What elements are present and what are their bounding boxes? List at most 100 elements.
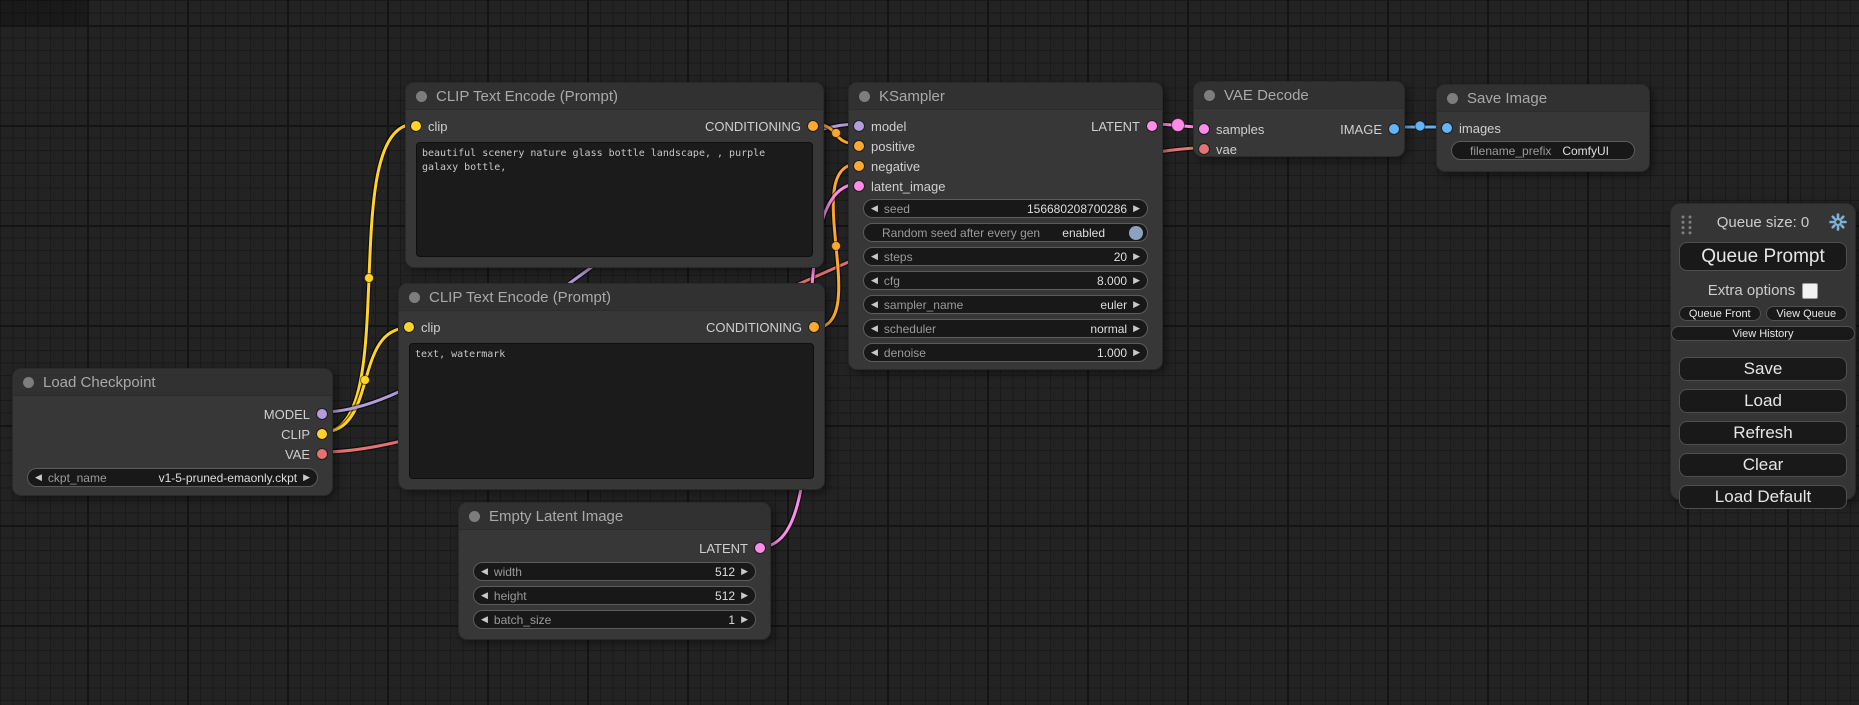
input-slot-dot[interactable] <box>854 141 864 151</box>
decrement-arrow-icon[interactable]: ◀ <box>871 275 878 285</box>
widget-seed[interactable]: ◀ seed 156680208700286 ▶ <box>863 199 1148 218</box>
node-title-bar[interactable]: VAE Decode <box>1194 82 1404 109</box>
load-default-button[interactable]: Load Default <box>1679 485 1847 509</box>
widget-ckpt_name[interactable]: ◀ ckpt_name v1-5-pruned-emaonly.ckpt ▶ <box>27 468 318 487</box>
input-slot-dot[interactable] <box>854 181 864 191</box>
decrement-arrow-icon[interactable]: ◀ <box>481 590 488 600</box>
queue-front-button[interactable]: Queue Front <box>1679 306 1761 321</box>
gear-icon[interactable] <box>1829 213 1847 231</box>
save-button[interactable]: Save <box>1679 357 1847 381</box>
link-center-dot-clip-to-negative-prompt[interactable] <box>360 375 370 385</box>
node-clip-text-encode-negative[interactable]: CLIP Text Encode (Prompt) clip CONDITIONI… <box>398 283 825 490</box>
decrement-arrow-icon[interactable]: ◀ <box>871 203 878 213</box>
negative-prompt-textarea[interactable]: text, watermark <box>409 343 814 479</box>
increment-arrow-icon[interactable]: ▶ <box>741 566 748 576</box>
input-slot-label: negative <box>871 158 921 174</box>
decrement-arrow-icon[interactable]: ◀ <box>481 614 488 624</box>
slot-row: clip CONDITIONING <box>406 116 823 136</box>
increment-arrow-icon[interactable]: ▶ <box>1133 275 1140 285</box>
widget-value: 20 <box>1113 249 1128 264</box>
slot-row: images <box>1437 118 1649 138</box>
collapse-dot-icon[interactable] <box>469 510 480 522</box>
node-vae-decode[interactable]: VAE Decode samples IMAGE vae <box>1193 81 1405 157</box>
output-slot-dot[interactable] <box>809 322 819 332</box>
node-title-bar[interactable]: KSampler <box>849 83 1162 110</box>
decrement-arrow-icon[interactable]: ◀ <box>871 251 878 261</box>
positive-prompt-textarea[interactable]: beautiful scenery nature glass bottle la… <box>416 142 813 257</box>
node-title-bar[interactable]: Empty Latent Image <box>459 503 770 530</box>
widget-denoise[interactable]: ◀ denoise 1.000 ▶ <box>863 343 1148 362</box>
widget-batch_size[interactable]: ◀ batch_size 1 ▶ <box>473 610 756 629</box>
input-slot-dot[interactable] <box>1199 144 1209 154</box>
widget-sampler_name[interactable]: ◀ sampler_name euler ▶ <box>863 295 1148 314</box>
collapse-dot-icon[interactable] <box>1204 89 1215 101</box>
widget-label: batch_size <box>493 612 552 627</box>
input-slot-dot[interactable] <box>411 121 421 131</box>
node-empty-latent-image[interactable]: Empty Latent Image LATENT ◀ width 512 ▶ ◀ hei… <box>458 502 771 640</box>
toggle-icon[interactable] <box>1129 225 1143 240</box>
output-slot-dot[interactable] <box>808 121 818 131</box>
drag-handle[interactable] <box>1680 214 1694 236</box>
node-title: Empty Latent Image <box>489 507 624 525</box>
collapse-dot-icon[interactable] <box>23 376 34 388</box>
node-title-bar[interactable]: Load Checkpoint <box>13 369 332 396</box>
collapse-dot-icon[interactable] <box>1447 92 1458 104</box>
increment-arrow-icon[interactable]: ▶ <box>1133 347 1140 357</box>
output-slot-dot[interactable] <box>755 543 765 553</box>
node-save-image[interactable]: Save Image images filename_prefix ComfyUI <box>1436 84 1650 172</box>
increment-arrow-icon[interactable]: ▶ <box>1133 299 1140 309</box>
decrement-arrow-icon[interactable]: ◀ <box>871 299 878 309</box>
node-title-bar[interactable]: CLIP Text Encode (Prompt) <box>406 83 823 110</box>
decrement-arrow-icon[interactable]: ◀ <box>35 472 42 482</box>
node-ksampler[interactable]: KSampler model LATENT positive negative late… <box>848 82 1163 370</box>
node-title-bar[interactable]: CLIP Text Encode (Prompt) <box>399 284 824 311</box>
slot-row: model LATENT <box>849 116 1162 136</box>
widget-value: v1-5-pruned-emaonly.ckpt <box>158 470 298 485</box>
link-center-dot-clip-to-positive-prompt[interactable] <box>364 273 374 283</box>
increment-arrow-icon[interactable]: ▶ <box>1133 251 1140 261</box>
widget-value: 1.000 <box>1097 345 1128 360</box>
widget-height[interactable]: ◀ height 512 ▶ <box>473 586 756 605</box>
collapse-dot-icon[interactable] <box>416 90 427 102</box>
refresh-button[interactable]: Refresh <box>1679 421 1847 445</box>
extra-options-checkbox[interactable] <box>1802 282 1819 299</box>
increment-arrow-icon[interactable]: ▶ <box>303 472 310 482</box>
link-center-dot-image-to-save[interactable] <box>1414 120 1426 132</box>
output-slot-dot[interactable] <box>1389 124 1399 134</box>
link-center-dot-latent-to-vae-decode[interactable] <box>1171 118 1185 132</box>
output-slot-dot[interactable] <box>317 449 327 459</box>
increment-arrow-icon[interactable]: ▶ <box>1133 203 1140 213</box>
increment-arrow-icon[interactable]: ▶ <box>1133 323 1140 333</box>
output-slot-dot[interactable] <box>317 429 327 439</box>
increment-arrow-icon[interactable]: ▶ <box>741 590 748 600</box>
increment-arrow-icon[interactable]: ▶ <box>741 614 748 624</box>
node-load-checkpoint[interactable]: Load Checkpoint MODEL CLIP VAE ◀ ckpt_name v… <box>12 368 333 496</box>
widget-cfg[interactable]: ◀ cfg 8.000 ▶ <box>863 271 1148 290</box>
widget-scheduler[interactable]: ◀ scheduler normal ▶ <box>863 319 1148 338</box>
collapse-dot-icon[interactable] <box>859 90 870 102</box>
widget-filename_prefix[interactable]: filename_prefix ComfyUI <box>1451 141 1635 160</box>
decrement-arrow-icon[interactable]: ◀ <box>481 566 488 576</box>
view-history-button[interactable]: View History <box>1671 326 1855 341</box>
link-center-dot-negative-conditioning[interactable] <box>831 241 841 251</box>
view-queue-button[interactable]: View Queue <box>1765 306 1847 321</box>
output-slot-dot[interactable] <box>1147 121 1157 131</box>
decrement-arrow-icon[interactable]: ◀ <box>871 323 878 333</box>
output-slot-dot[interactable] <box>317 409 327 419</box>
load-button[interactable]: Load <box>1679 389 1847 413</box>
widget-steps[interactable]: ◀ steps 20 ▶ <box>863 247 1148 266</box>
widget-width[interactable]: ◀ width 512 ▶ <box>473 562 756 581</box>
input-slot-dot[interactable] <box>854 121 864 131</box>
input-slot-dot[interactable] <box>1199 124 1209 134</box>
clear-button[interactable]: Clear <box>1679 453 1847 477</box>
input-slot-dot[interactable] <box>854 161 864 171</box>
collapse-dot-icon[interactable] <box>409 291 420 303</box>
input-slot-dot[interactable] <box>1442 123 1452 133</box>
input-slot-dot[interactable] <box>404 322 414 332</box>
widget-random-seed-after-every-gen[interactable]: Random seed after every gen enabled <box>863 223 1148 242</box>
queue-prompt-button[interactable]: Queue Prompt <box>1679 242 1847 271</box>
node-title-bar[interactable]: Save Image <box>1437 85 1649 112</box>
decrement-arrow-icon[interactable]: ◀ <box>871 347 878 357</box>
link-center-dot-positive-conditioning[interactable] <box>831 128 841 138</box>
node-clip-text-encode-positive[interactable]: CLIP Text Encode (Prompt) clip CONDITIONI… <box>405 82 824 268</box>
